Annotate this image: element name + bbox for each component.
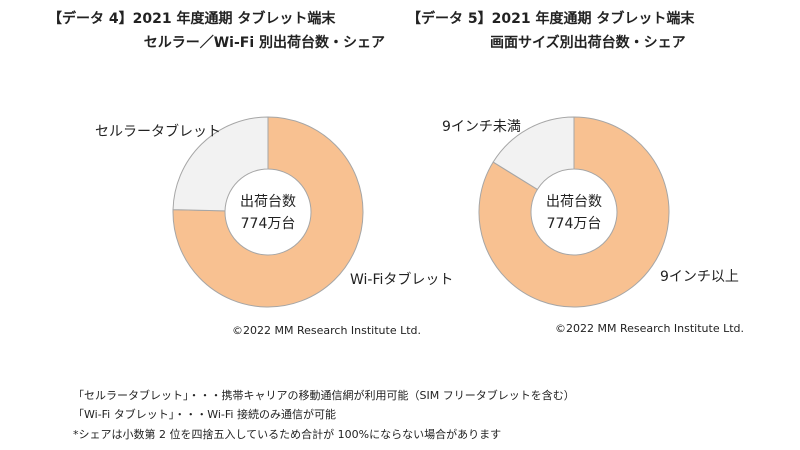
donut-chart-2 <box>478 116 670 308</box>
donut-slice-1-2 <box>172 116 269 212</box>
chart2-copyright: ©2022 MM Research Institute Ltd. <box>555 322 745 335</box>
chart1-copyright: ©2022 MM Research Institute Ltd. <box>232 324 422 337</box>
chart1-title-line1: 【データ 4】2021 年度通期 タブレット端末 <box>48 11 336 27</box>
chart1-label-cellular: セルラータブレット <box>95 124 221 140</box>
note-cellular: 「セルラータブレット」・・・携帯キャリアの移動通信網が利用可能（SIM フリータ… <box>73 389 575 402</box>
chart1-label-wifi: Wi-Fiタブレット <box>350 272 454 288</box>
donut-slice-2-1 <box>478 116 670 308</box>
chart2-title-line2: 画面サイズ別出荷台数・シェア <box>490 35 686 51</box>
chart2-label-over9: 9インチ以上 <box>660 269 739 285</box>
note-rounding: *シェアは小数第 2 位を四捨五入しているため合計が 100%にならない場合があ… <box>73 428 502 441</box>
chart1-center-line2: 774万台 <box>241 216 296 232</box>
chart2-center-line2: 774万台 <box>547 216 602 232</box>
chart1-title-line2: セルラー／Wi-Fi 別出荷台数・シェア <box>143 35 385 51</box>
donut-slice-2-2 <box>492 116 575 191</box>
chart1-center-line1: 出荷台数 <box>240 194 296 210</box>
donut-chart-1 <box>172 116 364 308</box>
chart2-label-under9: 9インチ未満 <box>442 119 521 135</box>
donut-slice-1-1 <box>172 116 364 308</box>
chart2-center-line1: 出荷台数 <box>546 194 602 210</box>
chart2-title-line1: 【データ 5】2021 年度通期 タブレット端末 <box>407 11 695 27</box>
note-wifi: 「Wi-Fi タブレット」・・・Wi-Fi 接続のみ通信が可能 <box>73 408 336 421</box>
